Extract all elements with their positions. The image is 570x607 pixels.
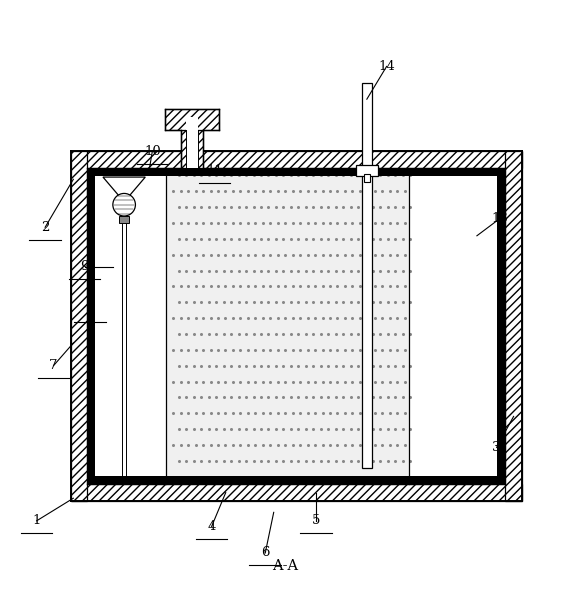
Text: 4: 4: [207, 520, 216, 533]
Text: 9: 9: [80, 260, 89, 273]
Bar: [181, 131, 203, 168]
Bar: [166, 168, 409, 484]
Text: 14: 14: [378, 60, 395, 73]
Bar: [87, 168, 505, 484]
Text: 11: 11: [206, 164, 223, 177]
Bar: [87, 168, 166, 484]
Text: 6: 6: [261, 546, 270, 560]
Text: 3: 3: [492, 441, 501, 454]
Circle shape: [113, 194, 136, 216]
Bar: [186, 131, 198, 168]
Text: 13: 13: [491, 212, 508, 225]
Bar: [71, 151, 522, 168]
Text: 7: 7: [50, 359, 58, 372]
Text: 10: 10: [144, 144, 161, 158]
Polygon shape: [103, 177, 145, 198]
Bar: [71, 151, 87, 501]
Bar: [186, 117, 198, 131]
Text: 8: 8: [86, 303, 95, 316]
Bar: [409, 168, 505, 484]
Bar: [87, 168, 505, 176]
Bar: [119, 216, 129, 223]
Bar: [364, 174, 370, 182]
Bar: [87, 168, 95, 484]
Bar: [497, 168, 505, 484]
Bar: [505, 151, 522, 501]
Text: 2: 2: [41, 221, 49, 234]
Bar: [87, 476, 505, 484]
Text: 1: 1: [32, 514, 41, 527]
Bar: [165, 109, 219, 131]
Text: A-A: A-A: [272, 559, 298, 573]
Bar: [71, 484, 522, 501]
Text: 5: 5: [312, 514, 320, 527]
Bar: [356, 164, 377, 176]
Bar: [362, 83, 372, 468]
